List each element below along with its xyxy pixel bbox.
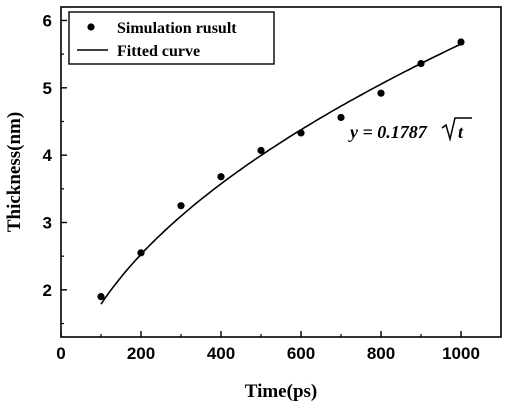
equation-variable: t: [458, 122, 464, 142]
data-point: [377, 89, 385, 97]
y-tick-label: 2: [43, 281, 52, 300]
y-axis-title: Thickness(nm): [4, 112, 25, 232]
data-point: [417, 59, 425, 68]
data-point: [257, 146, 265, 155]
sqrt-radical-icon: [441, 117, 472, 142]
x-tick-label: 400: [207, 344, 235, 363]
data-point: [297, 129, 305, 137]
data-point: [137, 249, 145, 257]
x-tick-label: 0: [56, 344, 65, 363]
x-tick-label: 800: [367, 344, 395, 363]
data-point: [97, 292, 105, 301]
data-point: [337, 113, 345, 122]
axes: [60, 6, 502, 338]
simulation-points: [97, 38, 465, 301]
legend: Simulation rusult Fitted curve: [68, 11, 275, 65]
ticks: 0 200 400 600 800 1000 2 3 4 5 6: [43, 11, 480, 363]
legend-label-simulation: Simulation rusult: [117, 20, 237, 37]
y-tick-label: 4: [43, 146, 53, 165]
legend-label-fitted: Fitted curve: [117, 43, 200, 60]
y-tick-label: 5: [43, 79, 52, 98]
data-point: [217, 173, 225, 181]
x-tick-label: 600: [287, 344, 315, 363]
data-point: [457, 38, 465, 46]
series: [97, 38, 465, 305]
y-tick-label: 3: [43, 214, 52, 233]
plot-frame: [60, 6, 502, 338]
legend-box: [68, 11, 275, 65]
x-tick-label: 1000: [442, 344, 480, 363]
data-point: [177, 202, 185, 210]
fitted-curve-line: [100, 43, 462, 305]
equation-text: y = 0.1787: [348, 122, 428, 142]
fit-equation-annotation: y = 0.1787 t: [348, 117, 472, 142]
x-tick-label: 200: [127, 344, 155, 363]
y-tick-label: 6: [43, 11, 52, 30]
legend-marker-simulation: [87, 23, 95, 31]
x-axis-title: Time(ps): [245, 381, 317, 402]
